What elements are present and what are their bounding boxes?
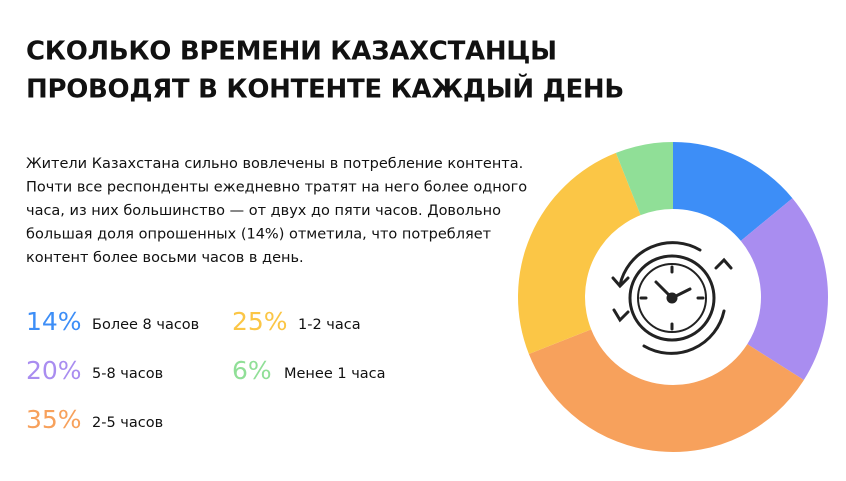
legend-label: Менее 1 часа: [284, 366, 386, 382]
legend-value: 35%: [26, 405, 82, 434]
description-line: Жители Казахстана сильно вовлечены в пот…: [26, 156, 523, 172]
donut-segment: [673, 142, 793, 241]
legend-label: 2-5 часов: [92, 415, 163, 431]
donut: [518, 142, 828, 453]
legend-label: 5-8 часов: [92, 366, 163, 382]
description-line: большая доля опрошенных (14%) отметила, …: [26, 227, 492, 243]
donut-segment: [740, 198, 828, 381]
clock-icon: [611, 241, 733, 355]
legend-value: 14%: [26, 307, 82, 336]
donut-segment: [615, 142, 673, 216]
description-line: часа, из них большинство — от двух до пя…: [26, 203, 501, 219]
description-line: контент более восьми часов в день.: [26, 250, 304, 266]
donut-segment: [528, 329, 804, 453]
donut-segment: [518, 152, 641, 355]
legend-label: 1-2 часа: [298, 317, 361, 333]
title-line: ПРОВОДЯТ В КОНТЕНТЕ КАЖДЫЙ ДЕНЬ: [26, 73, 624, 105]
legend-value: 20%: [26, 356, 82, 385]
title-line: СКОЛЬКО ВРЕМЕНИ КАЗАХСТАНЦЫ: [26, 37, 557, 67]
legend-label: Более 8 часов: [92, 317, 199, 333]
legend-value: 6%: [232, 356, 272, 385]
legend-value: 25%: [232, 307, 288, 336]
description-line: Почти все респонденты ежедневно тратят н…: [26, 180, 527, 196]
